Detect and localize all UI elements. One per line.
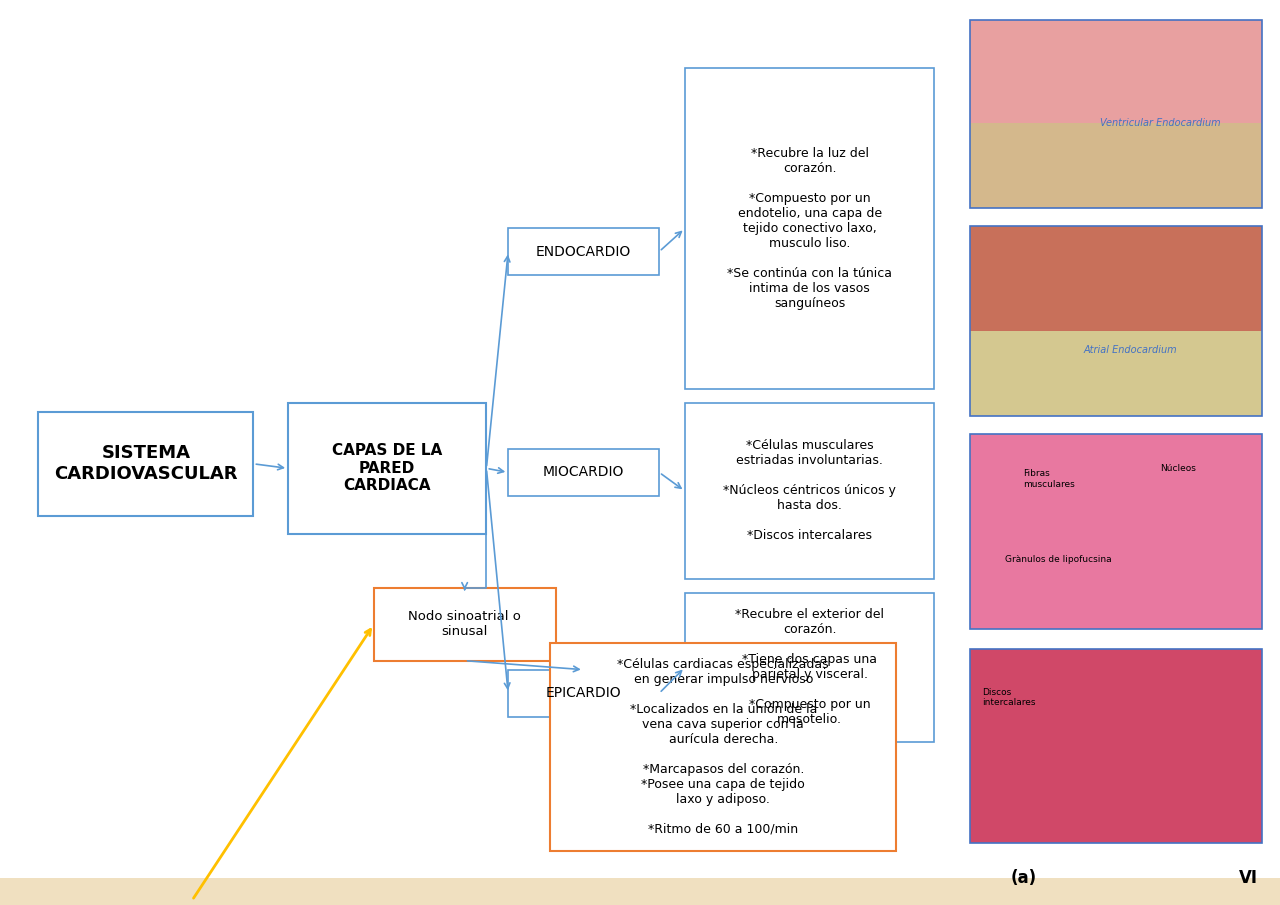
FancyBboxPatch shape <box>970 123 1262 208</box>
FancyBboxPatch shape <box>508 228 659 275</box>
Text: EPICARDIO: EPICARDIO <box>545 686 622 700</box>
Text: CAPAS DE LA
PARED
CARDIACA: CAPAS DE LA PARED CARDIACA <box>332 443 443 493</box>
FancyBboxPatch shape <box>38 412 253 516</box>
Text: Discos
intercalares: Discos intercalares <box>982 688 1036 707</box>
Text: SISTEMA
CARDIOVASCULAR: SISTEMA CARDIOVASCULAR <box>54 444 238 483</box>
Text: ENDOCARDIO: ENDOCARDIO <box>536 244 631 259</box>
Text: Ventricular Endocardium: Ventricular Endocardium <box>1100 119 1220 129</box>
FancyBboxPatch shape <box>550 643 896 851</box>
Text: Fibras
musculares: Fibras musculares <box>1023 470 1074 489</box>
FancyBboxPatch shape <box>374 588 556 661</box>
FancyBboxPatch shape <box>970 649 1262 843</box>
Text: Núcleos: Núcleos <box>1160 463 1196 472</box>
FancyBboxPatch shape <box>970 20 1262 123</box>
Text: Grànulos de lipofucsina: Grànulos de lipofucsina <box>1005 555 1112 564</box>
Text: Atrial Endocardium: Atrial Endocardium <box>1084 345 1178 355</box>
Text: Nodo sinoatrial o
sinusal: Nodo sinoatrial o sinusal <box>408 611 521 638</box>
FancyBboxPatch shape <box>685 403 934 579</box>
FancyBboxPatch shape <box>685 68 934 389</box>
Text: VI: VI <box>1239 869 1257 887</box>
Text: *Células cardiacas especializadas
en generar impulso nervioso

*Localizados en l: *Células cardiacas especializadas en gen… <box>617 658 829 835</box>
Text: MIOCARDIO: MIOCARDIO <box>543 465 625 480</box>
Text: *Recubre el exterior del
corazón.

*Tiene dos capas una
parietal y visceral.

*C: *Recubre el exterior del corazón. *Tiene… <box>735 608 884 727</box>
Text: (a): (a) <box>1011 869 1037 887</box>
FancyBboxPatch shape <box>970 226 1262 330</box>
FancyBboxPatch shape <box>508 670 659 717</box>
FancyBboxPatch shape <box>685 593 934 742</box>
FancyBboxPatch shape <box>0 878 1280 905</box>
Text: *Recubre la luz del
corazón.

*Compuesto por un
endotelio, una capa de
tejido co: *Recubre la luz del corazón. *Compuesto … <box>727 147 892 310</box>
FancyBboxPatch shape <box>288 403 486 534</box>
Text: *Células musculares
estriadas involuntarias.

*Núcleos céntricos únicos y
hasta : *Células musculares estriadas involuntar… <box>723 440 896 542</box>
FancyBboxPatch shape <box>508 449 659 496</box>
FancyBboxPatch shape <box>970 330 1262 416</box>
FancyBboxPatch shape <box>970 434 1262 629</box>
